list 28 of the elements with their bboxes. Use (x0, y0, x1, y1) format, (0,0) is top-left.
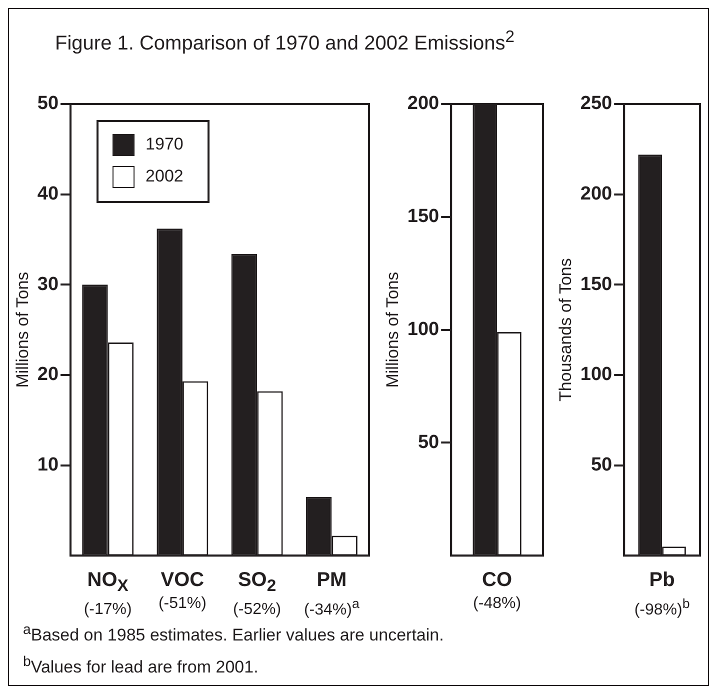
y-tick-label: 50 (418, 432, 440, 453)
y-axis-title: Millions of Tons (382, 272, 402, 388)
x-tick-label: CO (-48%) (472, 568, 522, 614)
y-tick-label: 200 (580, 184, 612, 205)
y-tick-label: 40 (37, 184, 59, 205)
legend-label: 2002 (146, 166, 184, 186)
y-tick-label: 20 (37, 364, 59, 386)
y-tick-label: 150 (580, 274, 612, 295)
y-tick-label: 30 (37, 274, 59, 295)
y-tick-label: 100 (580, 364, 612, 386)
y-tick-label: 250 (580, 93, 612, 114)
y-tick-label: 150 (407, 206, 440, 228)
y-axis-title: Thousands of Tons (556, 258, 575, 402)
text: $^{a}$Based on 1985 estimates. Earlier values are uncertain. (23, 621, 444, 647)
y-axis-title: Millions of Tons (12, 272, 32, 388)
y-tick-label: 50 (37, 93, 59, 114)
y-tick-label: 200 (407, 93, 440, 114)
x-tick-label: NO$_{X}$ (-17%) (82, 568, 133, 620)
y-tick-label: 100 (407, 319, 440, 340)
y-tick-label: 50 (590, 454, 612, 476)
text: $^{b}$Values for lead are from 2001. (23, 652, 260, 678)
x-tick-label: PM (-34%)$^{a}$ (302, 568, 360, 620)
chart-title: Figure 1. Comparison of 1970 and 2002 Emissions$^{2}$ (55, 27, 515, 56)
x-tick-label: SO$_{2}$ (-52%) (232, 568, 282, 618)
y-tick-label: 10 (37, 454, 59, 476)
x-tick-label: Pb (-98%)$^{b}$ (633, 568, 691, 620)
x-tick-label: VOC (-51%) (157, 568, 208, 614)
legend-label: 1970 (146, 134, 184, 154)
